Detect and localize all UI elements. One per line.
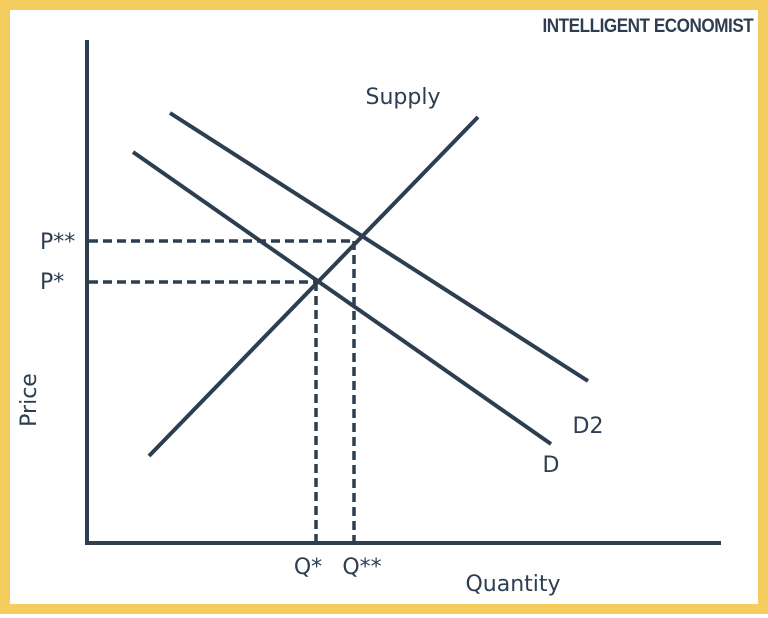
y-axis-label: Price <box>17 373 42 427</box>
x-axis-label: Quantity <box>465 572 560 597</box>
quantity-label: Q** <box>342 555 381 580</box>
brand: INTELLIGENT ECONOMIST <box>542 15 753 36</box>
demand2-label: D2 <box>573 414 604 439</box>
demand-label: D <box>543 453 560 478</box>
demand2-curve <box>168 111 590 383</box>
supply-label: Supply <box>366 85 441 110</box>
supply-curve <box>147 115 480 458</box>
price-label: P* <box>40 270 64 295</box>
price-label: P** <box>40 230 75 255</box>
demand-curve <box>131 150 553 446</box>
quantity-label: Q* <box>294 555 322 580</box>
